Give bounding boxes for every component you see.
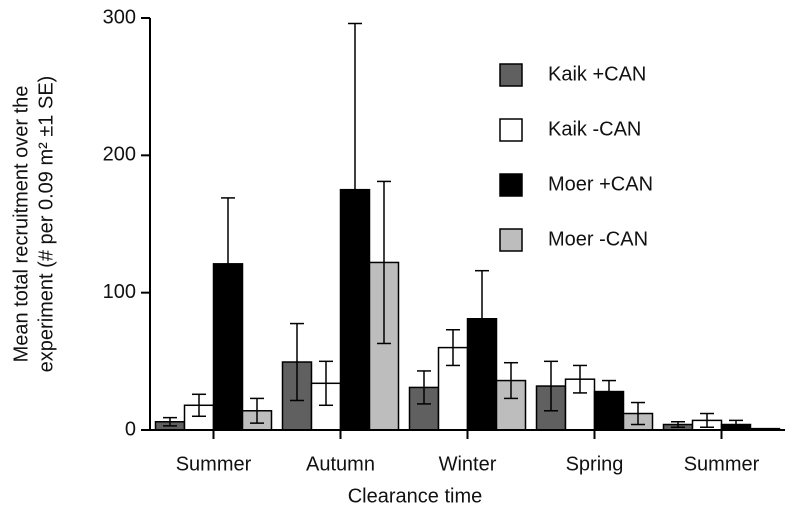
legend-label: Moer +CAN <box>548 173 653 195</box>
y-tick-label: 200 <box>103 144 136 166</box>
x-tick-label: Summer <box>684 453 760 475</box>
legend-swatch <box>499 63 523 87</box>
x-tick-label: Summer <box>176 453 252 475</box>
error-bar <box>631 401 645 426</box>
legend-swatch <box>499 228 523 252</box>
error-bar <box>544 360 558 412</box>
error-bar <box>221 197 235 331</box>
error-bar <box>377 180 391 345</box>
y-axis-label-line: Mean total recruitment over the <box>10 86 32 363</box>
error-bar <box>290 322 304 402</box>
legend-label: Kaik -CAN <box>548 118 641 140</box>
error-bar <box>446 328 460 367</box>
error-bar <box>700 412 714 429</box>
y-tick-label: 0 <box>125 418 136 440</box>
error-bar <box>729 419 743 430</box>
error-bar <box>671 421 685 429</box>
legend-label: Kaik +CAN <box>548 63 646 85</box>
error-bar <box>573 364 587 394</box>
error-bar <box>319 360 333 407</box>
y-axis-label: Mean total recruitment over the experime… <box>10 76 57 373</box>
legend-label: Moer -CAN <box>548 228 648 250</box>
y-tick-label: 100 <box>103 281 136 303</box>
error-bar <box>250 397 264 424</box>
legend-swatch <box>499 173 523 197</box>
error-bar <box>602 379 616 404</box>
x-tick-label: Winter <box>439 453 497 475</box>
y-axis-label-line: experiment (# per 0.09 m² ±1 SE) <box>35 76 57 373</box>
error-bar <box>504 361 518 400</box>
legend-swatch <box>499 118 523 142</box>
error-bar <box>192 393 206 418</box>
x-axis-label: Clearance time <box>348 485 483 507</box>
error-bar <box>475 269 489 368</box>
x-tick-label: Autumn <box>306 453 375 475</box>
error-bar <box>348 22 362 357</box>
x-tick-label: Spring <box>566 453 624 475</box>
error-bar <box>163 416 177 427</box>
error-bar <box>417 370 431 405</box>
y-tick-label: 300 <box>103 6 136 28</box>
